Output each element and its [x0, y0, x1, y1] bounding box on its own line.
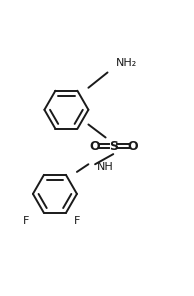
Text: F: F — [23, 216, 29, 226]
Text: O: O — [90, 140, 100, 152]
Text: O: O — [127, 140, 138, 152]
Text: F: F — [74, 216, 80, 226]
Text: NH₂: NH₂ — [116, 58, 137, 68]
Text: NH: NH — [97, 162, 114, 172]
Text: S: S — [109, 140, 118, 152]
